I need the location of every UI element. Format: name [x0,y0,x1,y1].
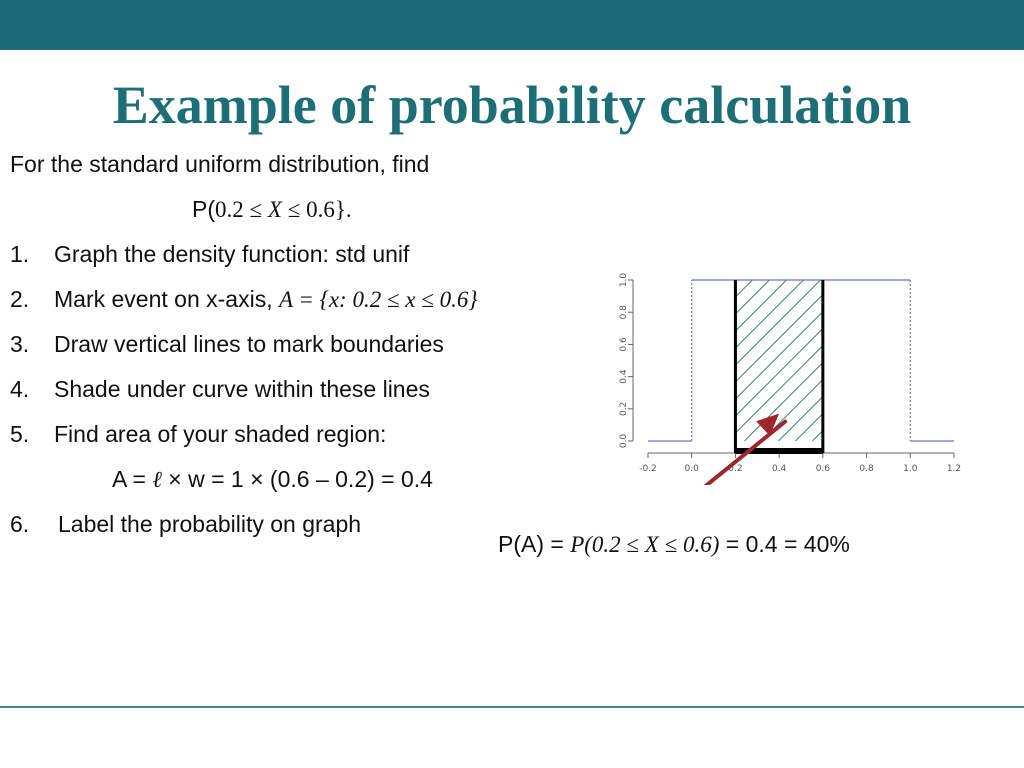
step-5: 5. Find area of your shaded region: [10,419,386,449]
event-definition: A = {x: 0.2 ≤ x ≤ 0.6} [278,287,478,312]
hatch-line [735,310,823,400]
area-formula: A = ℓ × w = 1 × (0.6 – 0.2) = 0.4 [112,464,433,495]
shaded-region [735,280,980,441]
step-text: Shade under curve within these lines [54,376,430,402]
pointer-arrow-shaft [703,419,788,485]
step-6: 6. Label the probability on graph [10,509,361,539]
y-tick-label: 0.8 [619,305,629,320]
step-number: 4. [10,376,30,402]
slide-title: Example of probability calculation [112,75,912,135]
hatch-line [735,327,823,417]
length-symbol: ℓ [152,467,162,492]
prob-le-2: ≤ [281,197,307,222]
x-tick-label: -0.2 [639,464,657,474]
step-text: Graph the density function: std unif [54,241,410,267]
hatch-line [761,378,823,441]
prob-upper: 0.6 [306,197,335,222]
step-1: 1. Graph the density function: std unif [10,239,409,269]
hatch-line [735,293,823,383]
step-number: 2. [10,286,30,312]
x-tick-label: 0.8 [859,464,874,474]
step-4: 4. Shade under curve within these lines [10,374,430,404]
hatch-line [778,395,823,441]
hatch-line [744,361,823,441]
step-3: 3. Draw vertical lines to mark boundaries [10,329,444,359]
probability-expression: P(0.2 ≤ X ≤ 0.6}. [192,194,352,225]
axes: -0.2 0.0 0.2 0.4 0.6 0.8 1.0 1.2 0.0 0.2 0.4 0.6 0.8… [619,273,961,474]
result-lead: P(A) = [498,531,571,557]
y-tick-label: 0.0 [619,434,629,449]
x-tick-label: 0.4 [772,464,787,474]
x-tick-label: 0.0 [685,464,700,474]
step-number: 5. [10,421,30,447]
step-text: Label the probability on graph [58,511,362,537]
hatch-line [812,429,823,441]
intro-text: For the standard uniform distribution, f… [10,151,430,177]
step-number: 3. [10,331,30,357]
result-tail: = 0.4 = 40% [719,531,850,557]
step-number: 6. [10,511,30,537]
step-2: 2. Mark event on x-axis, A = {x: 0.2 ≤ x … [10,284,478,315]
step-text: Mark event on x-axis, [54,286,279,312]
pointer-arrow-head [756,413,780,436]
hatch-line [795,412,823,441]
hatch-line [735,280,787,332]
graph-marks [648,279,954,485]
prob-prefix: P( [192,196,215,222]
x-tick-label: 0.2 [728,464,742,474]
hatch-line [829,280,980,441]
prob-lower: 0.2 [215,197,244,222]
hatch-line [735,344,823,434]
y-tick-label: 0.4 [619,369,629,384]
step-text: Draw vertical lines to mark boundaries [54,331,444,357]
step-number: 1. [10,241,30,267]
hatch-line [735,280,821,366]
result-expression: P(0.2 ≤ X ≤ 0.6) [570,532,720,557]
y-tick-label: 0.2 [619,402,629,416]
y-tick-label: 0.6 [619,337,629,352]
x-tick-label: 1.2 [947,464,961,474]
prob-variable: X [267,197,282,222]
y-tick-label: 1.0 [619,273,629,288]
prob-suffix: }. [334,197,352,222]
hatch-line [735,280,770,315]
header-band [0,0,1024,50]
area-rest: × w = 1 × (0.6 – 0.2) = 0.4 [161,466,433,492]
x-tick-label: 0.6 [816,464,831,474]
x-tick-label: 1.0 [903,464,918,474]
prob-le-1: ≤ [243,197,268,222]
uniform-density-graph: -0.2 0.0 0.2 0.4 0.6 0.8 1.0 1.2 0.0 0.2 0.4 0.6 0.8… [619,273,980,485]
area-start: A = [112,466,153,492]
footer-rule [0,706,1024,708]
result-line: P(A) = P(0.2 ≤ X ≤ 0.6) = 0.4 = 40% [498,529,850,560]
hatch-line [735,280,804,349]
step-text: Find area of your shaded region: [54,421,387,447]
